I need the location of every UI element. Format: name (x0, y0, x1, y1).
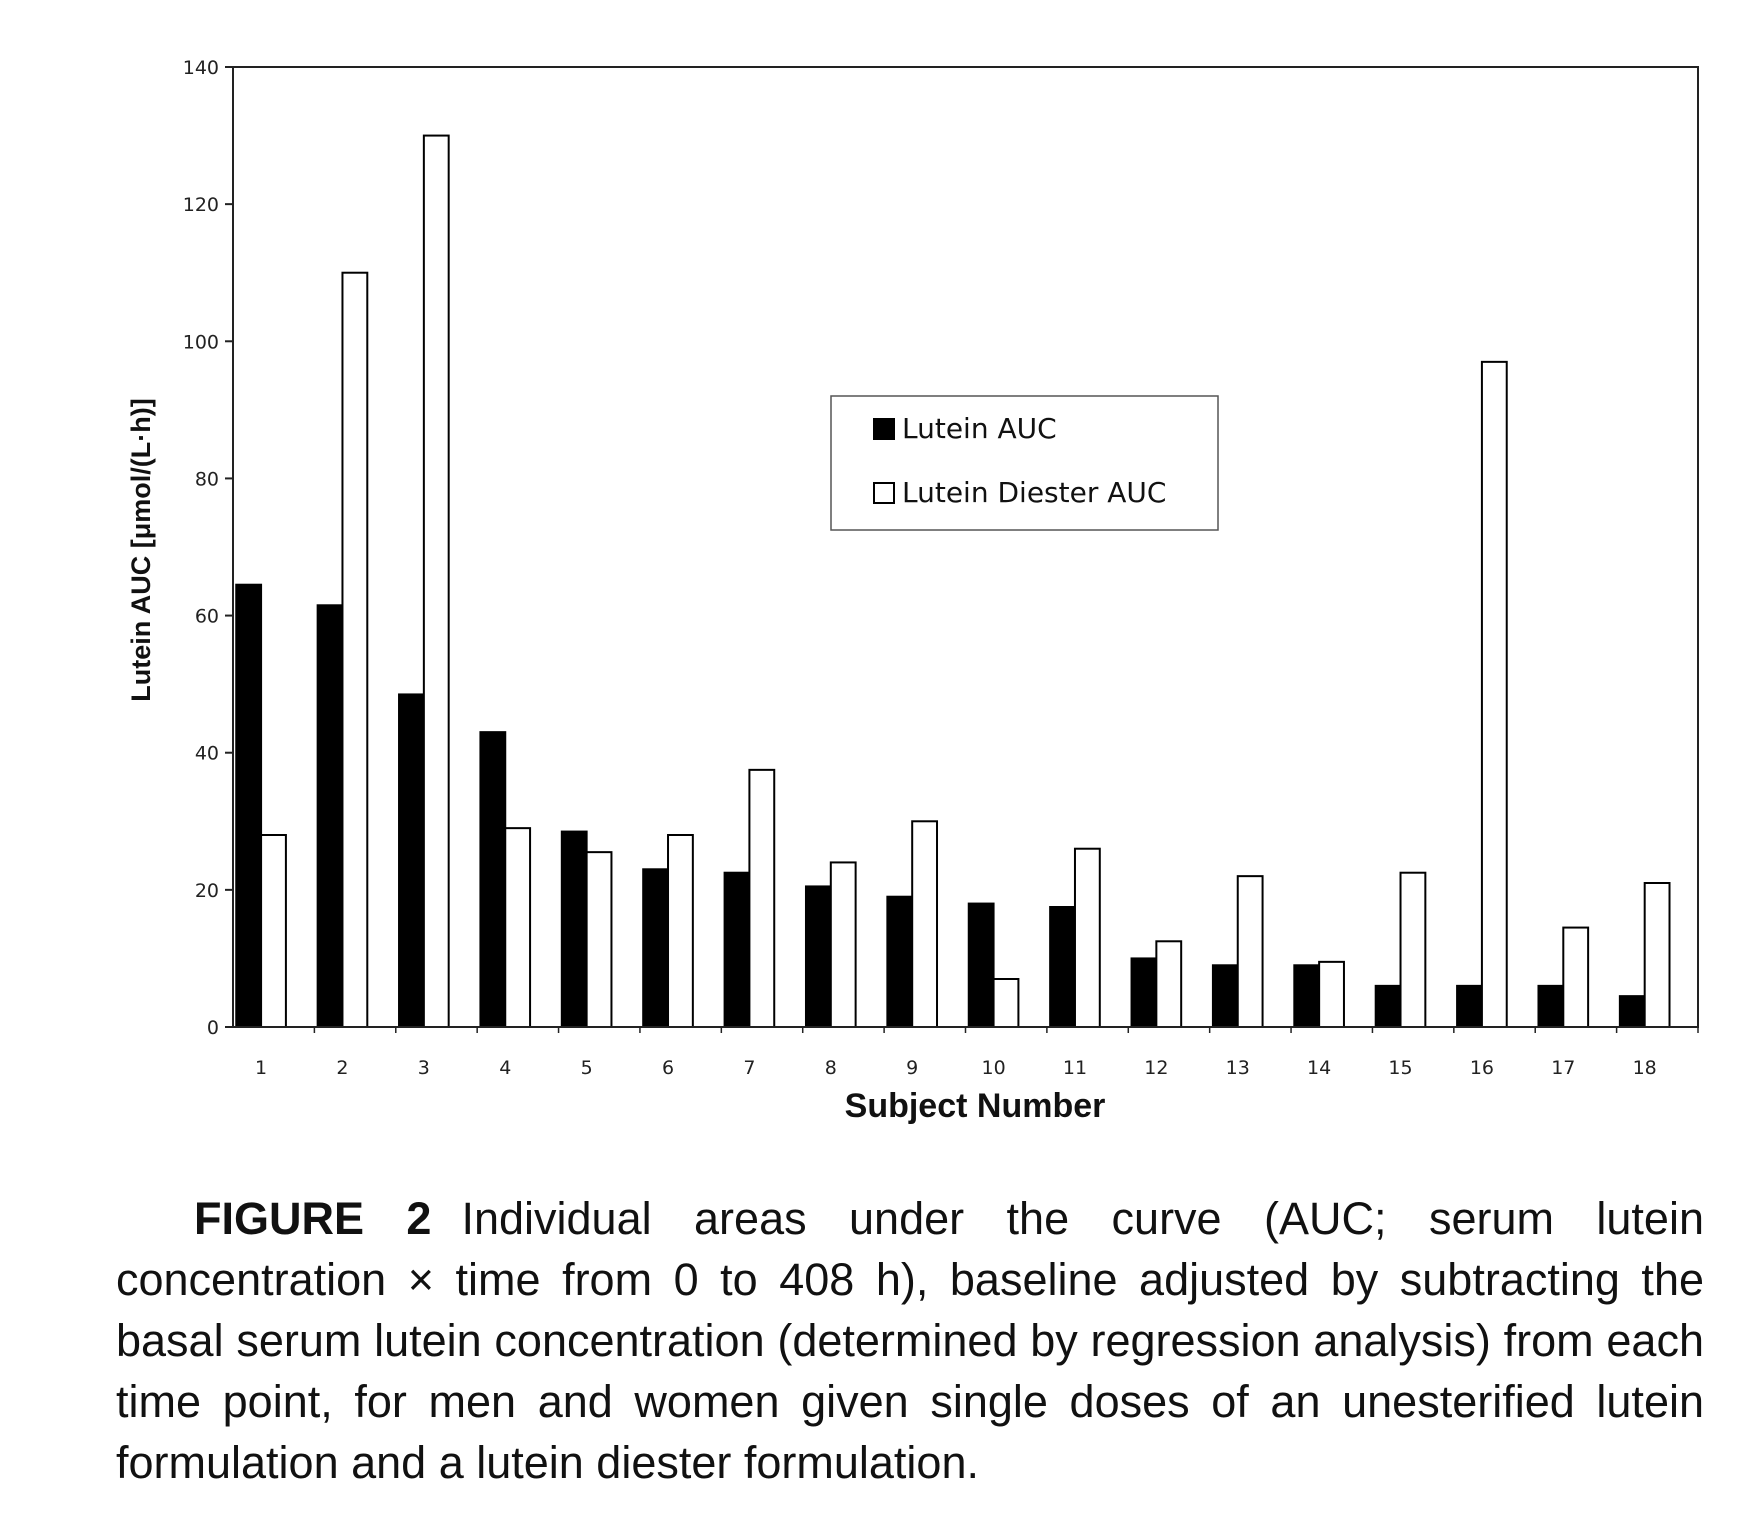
bar-lutein-diester-auc (422, 134, 450, 1029)
figure-caption: FIGURE 2 Individual areas under the curve… (116, 1188, 1704, 1493)
y-tick-label: 20 (195, 880, 219, 902)
bar-lutein-auc (1618, 995, 1646, 1029)
legend-label: Lutein Diester AUC (902, 476, 1166, 509)
bar-lutein-diester-auc (260, 834, 287, 1028)
bar-lutein-diester-auc (911, 820, 939, 1028)
x-tick-label: 10 (981, 1057, 1005, 1079)
bar-lutein-diester-auc (585, 851, 613, 1029)
bar-lutein-diester-auc (748, 768, 776, 1028)
y-tick-label: 80 (195, 468, 219, 490)
x-tick-label: 13 (1226, 1057, 1250, 1079)
x-tick-label: 8 (825, 1057, 837, 1079)
x-axis: 1 2 3 4 5 6 7 8 9 10 11 12 13 14 15 16 17 18 (255, 1027, 1699, 1079)
bar-lutein-auc (1456, 984, 1483, 1028)
legend-label: Lutein AUC (902, 412, 1057, 445)
bar-lutein-diester-auc (341, 271, 369, 1028)
bar-lutein-auc (642, 868, 670, 1028)
bar-lutein-diester-auc (1155, 940, 1183, 1028)
caption-text: Individual areas under the curve (AUC; s… (116, 1193, 1704, 1488)
bar-lutein-auc (1211, 964, 1239, 1028)
x-tick-label: 1 (255, 1057, 267, 1079)
y-tick-label: 120 (183, 194, 219, 216)
bar-lutein-diester-auc (1318, 960, 1345, 1028)
x-tick-label: 17 (1551, 1057, 1575, 1079)
bar-lutein-auc (967, 902, 995, 1028)
y-tick-label: 60 (195, 606, 219, 628)
bar-lutein-diester-auc (1399, 871, 1427, 1029)
x-tick-label: 4 (499, 1057, 511, 1079)
y-axis-title: Lutein AUC [μmol/(L·h)] (126, 398, 156, 701)
y-tick-label: 140 (183, 57, 219, 79)
plot-frame (232, 66, 1699, 1028)
x-tick-label: 5 (581, 1057, 593, 1079)
caption-label: FIGURE 2 (194, 1193, 432, 1244)
x-tick-label: 7 (743, 1057, 755, 1079)
bar-lutein-auc (886, 895, 914, 1029)
bar-lutein-diester-auc (829, 861, 857, 1029)
legend: Lutein AUC Lutein Diester AUC (830, 395, 1219, 531)
x-tick-label: 6 (662, 1057, 674, 1079)
bar-lutein-auc (398, 693, 425, 1029)
bar-lutein-auc (1049, 906, 1076, 1028)
bar-lutein-auc (316, 604, 344, 1028)
bar-lutein-auc (560, 830, 588, 1028)
bar-lutein-diester-auc (1480, 360, 1508, 1029)
bar-lutein-auc (1130, 957, 1158, 1029)
bars (235, 134, 1671, 1029)
bar-lutein-diester-auc (992, 978, 1020, 1028)
bar-lutein-auc (804, 885, 832, 1029)
y-tick-label: 40 (195, 743, 219, 765)
legend-swatch (873, 418, 895, 440)
x-tick-label: 14 (1307, 1057, 1331, 1079)
x-tick-label: 18 (1633, 1057, 1657, 1079)
x-tick-label: 9 (906, 1057, 918, 1079)
bar-lutein-auc (723, 871, 751, 1029)
y-tick-label: 100 (183, 331, 219, 353)
bar-lutein-auc (1537, 984, 1565, 1028)
bar-lutein-diester-auc (1236, 875, 1264, 1029)
bar-lutein-diester-auc (667, 834, 694, 1028)
bar-lutein-diester-auc (1643, 882, 1671, 1028)
x-tick-label: 15 (1388, 1057, 1412, 1079)
bar-lutein-diester-auc (504, 827, 532, 1029)
x-tick-label: 11 (1063, 1057, 1087, 1079)
x-tick-label: 12 (1144, 1057, 1168, 1079)
x-axis-title: Subject Number (845, 1087, 1106, 1125)
y-tick-label: 0 (207, 1017, 219, 1039)
legend-box (830, 395, 1219, 531)
x-tick-label: 16 (1470, 1057, 1494, 1079)
bar-lutein-auc (235, 583, 263, 1028)
bar-lutein-auc (479, 731, 507, 1029)
bar-lutein-auc (1374, 984, 1402, 1028)
bar-lutein-diester-auc (1562, 926, 1590, 1028)
bar-lutein-diester-auc (1073, 847, 1101, 1029)
x-tick-label: 2 (336, 1057, 348, 1079)
bar-lutein-auc (1293, 964, 1321, 1028)
y-axis: 0 20 40 60 80 100 120 140 (183, 57, 233, 1039)
x-tick-label: 3 (418, 1057, 430, 1079)
legend-swatch (873, 482, 895, 504)
